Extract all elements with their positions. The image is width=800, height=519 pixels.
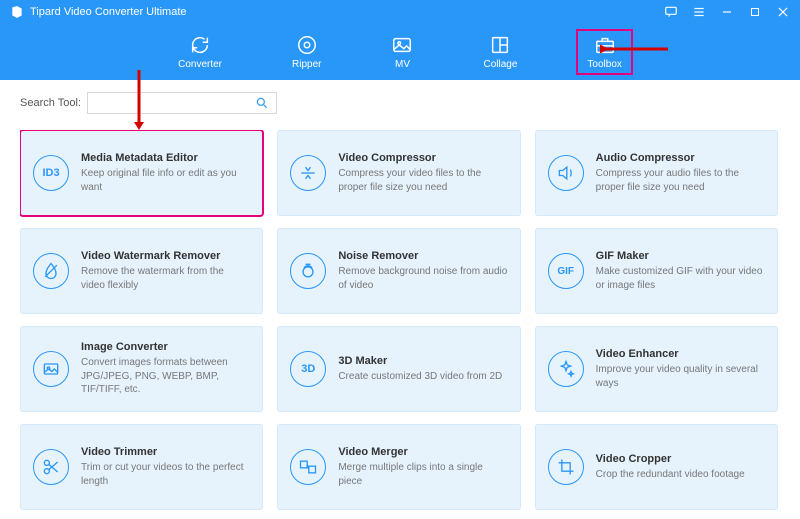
tool-text: Media Metadata Editor Keep original file … [81, 152, 250, 194]
tool-title: Video Compressor [338, 152, 507, 164]
collage-icon [489, 34, 511, 56]
close-icon[interactable] [776, 5, 790, 19]
nav-converter[interactable]: Converter [168, 30, 232, 74]
window-controls [664, 5, 790, 19]
nav-label: Ripper [292, 59, 321, 70]
audio-compress-icon [548, 155, 584, 191]
tool-text: Image Converter Convert images formats be… [81, 341, 250, 397]
nav-label: Toolbox [587, 59, 621, 70]
tool-card-media-metadata-editor[interactable]: ID3 Media Metadata Editor Keep original fi… [20, 130, 263, 216]
tool-desc: Merge multiple clips into a single piece [338, 461, 507, 488]
compress-icon [290, 155, 326, 191]
tool-desc: Remove the watermark from the video flex… [81, 265, 250, 292]
ID3-icon: ID3 [33, 155, 69, 191]
tool-title: Video Merger [338, 446, 507, 458]
tool-text: Video Enhancer Improve your video quality… [596, 348, 765, 390]
briefcase-icon [594, 34, 616, 56]
3D-icon: 3D [290, 351, 326, 387]
titlebar: Tipard Video Converter Ultimate [0, 0, 800, 24]
tool-card-video-compressor[interactable]: Video Compressor Compress your video file… [277, 130, 520, 216]
feedback-icon[interactable] [664, 5, 678, 19]
image-conv-icon [33, 351, 69, 387]
nav-mv[interactable]: MV [381, 30, 423, 74]
tool-desc: Keep original file info or edit as you w… [81, 167, 250, 194]
tool-desc: Crop the redundant video footage [596, 468, 765, 482]
tool-card-3d-maker[interactable]: 3D 3D Maker Create customized 3D video fro… [277, 326, 520, 412]
watermark-icon [33, 253, 69, 289]
tool-title: Video Trimmer [81, 446, 250, 458]
tool-title: Media Metadata Editor [81, 152, 250, 164]
GIF-icon: GIF [548, 253, 584, 289]
tool-title: Video Watermark Remover [81, 250, 250, 262]
tool-card-video-trimmer[interactable]: Video Trimmer Trim or cut your videos to … [20, 424, 263, 510]
search-field[interactable] [87, 92, 277, 114]
tool-desc: Trim or cut your videos to the perfect l… [81, 461, 250, 488]
minimize-icon[interactable] [720, 5, 734, 19]
search-row: Search Tool: [20, 92, 780, 114]
tool-card-gif-maker[interactable]: GIF GIF Maker Make customized GIF with you… [535, 228, 778, 314]
tool-desc: Make customized GIF with your video or i… [596, 265, 765, 292]
merge-icon [290, 449, 326, 485]
tool-grid: ID3 Media Metadata Editor Keep original fi… [20, 130, 780, 510]
tool-text: Video Cropper Crop the redundant video fo… [596, 453, 765, 482]
search-input[interactable] [94, 93, 254, 113]
tool-title: 3D Maker [338, 355, 507, 367]
app-logo-icon [10, 5, 24, 19]
tool-card-video-cropper[interactable]: Video Cropper Crop the redundant video fo… [535, 424, 778, 510]
tool-text: 3D Maker Create customized 3D video from … [338, 355, 507, 384]
nav-label: Converter [178, 59, 222, 70]
tool-title: GIF Maker [596, 250, 765, 262]
menu-icon[interactable] [692, 5, 706, 19]
nav-label: MV [395, 59, 410, 70]
tool-card-video-merger[interactable]: Video Merger Merge multiple clips into a … [277, 424, 520, 510]
tool-text: Video Trimmer Trim or cut your videos to … [81, 446, 250, 488]
tool-desc: Compress your audio files to the proper … [596, 167, 765, 194]
app-title: Tipard Video Converter Ultimate [30, 6, 664, 18]
tool-card-audio-compressor[interactable]: Audio Compressor Compress your audio file… [535, 130, 778, 216]
tool-desc: Convert images formats between JPG/JPEG,… [81, 356, 250, 397]
noise-icon [290, 253, 326, 289]
tool-title: Image Converter [81, 341, 250, 353]
nav-ripper[interactable]: Ripper [282, 30, 331, 74]
tool-text: GIF Maker Make customized GIF with your v… [596, 250, 765, 292]
tool-desc: Compress your video files to the proper … [338, 167, 507, 194]
tool-title: Video Enhancer [596, 348, 765, 360]
tool-title: Video Cropper [596, 453, 765, 465]
main-nav: Converter Ripper MV Collage Toolbox [0, 24, 800, 80]
tool-card-image-converter[interactable]: Image Converter Convert images formats be… [20, 326, 263, 412]
tool-desc: Remove background noise from audio of vi… [338, 265, 507, 292]
nav-label: Collage [483, 59, 517, 70]
trim-icon [33, 449, 69, 485]
refresh-icon [189, 34, 211, 56]
tool-text: Video Compressor Compress your video file… [338, 152, 507, 194]
crop-icon [548, 449, 584, 485]
nav-collage[interactable]: Collage [473, 30, 527, 74]
enhance-icon [548, 351, 584, 387]
tool-card-video-watermark-remover[interactable]: Video Watermark Remover Remove the waterm… [20, 228, 263, 314]
tool-desc: Create customized 3D video from 2D [338, 370, 507, 384]
tool-desc: Improve your video quality in several wa… [596, 363, 765, 390]
tool-text: Audio Compressor Compress your audio file… [596, 152, 765, 194]
content-area: Search Tool: ID3 Media Metadata Editor Kee… [0, 80, 800, 519]
maximize-icon[interactable] [748, 5, 762, 19]
search-label: Search Tool: [20, 97, 81, 109]
tool-text: Video Merger Merge multiple clips into a … [338, 446, 507, 488]
search-icon[interactable] [254, 96, 270, 110]
nav-toolbox[interactable]: Toolbox [577, 30, 631, 74]
disc-icon [296, 34, 318, 56]
tool-card-noise-remover[interactable]: Noise Remover Remove background noise fro… [277, 228, 520, 314]
image-icon [391, 34, 413, 56]
tool-card-video-enhancer[interactable]: Video Enhancer Improve your video quality… [535, 326, 778, 412]
tool-title: Noise Remover [338, 250, 507, 262]
tool-title: Audio Compressor [596, 152, 765, 164]
tool-text: Video Watermark Remover Remove the waterm… [81, 250, 250, 292]
tool-text: Noise Remover Remove background noise fro… [338, 250, 507, 292]
